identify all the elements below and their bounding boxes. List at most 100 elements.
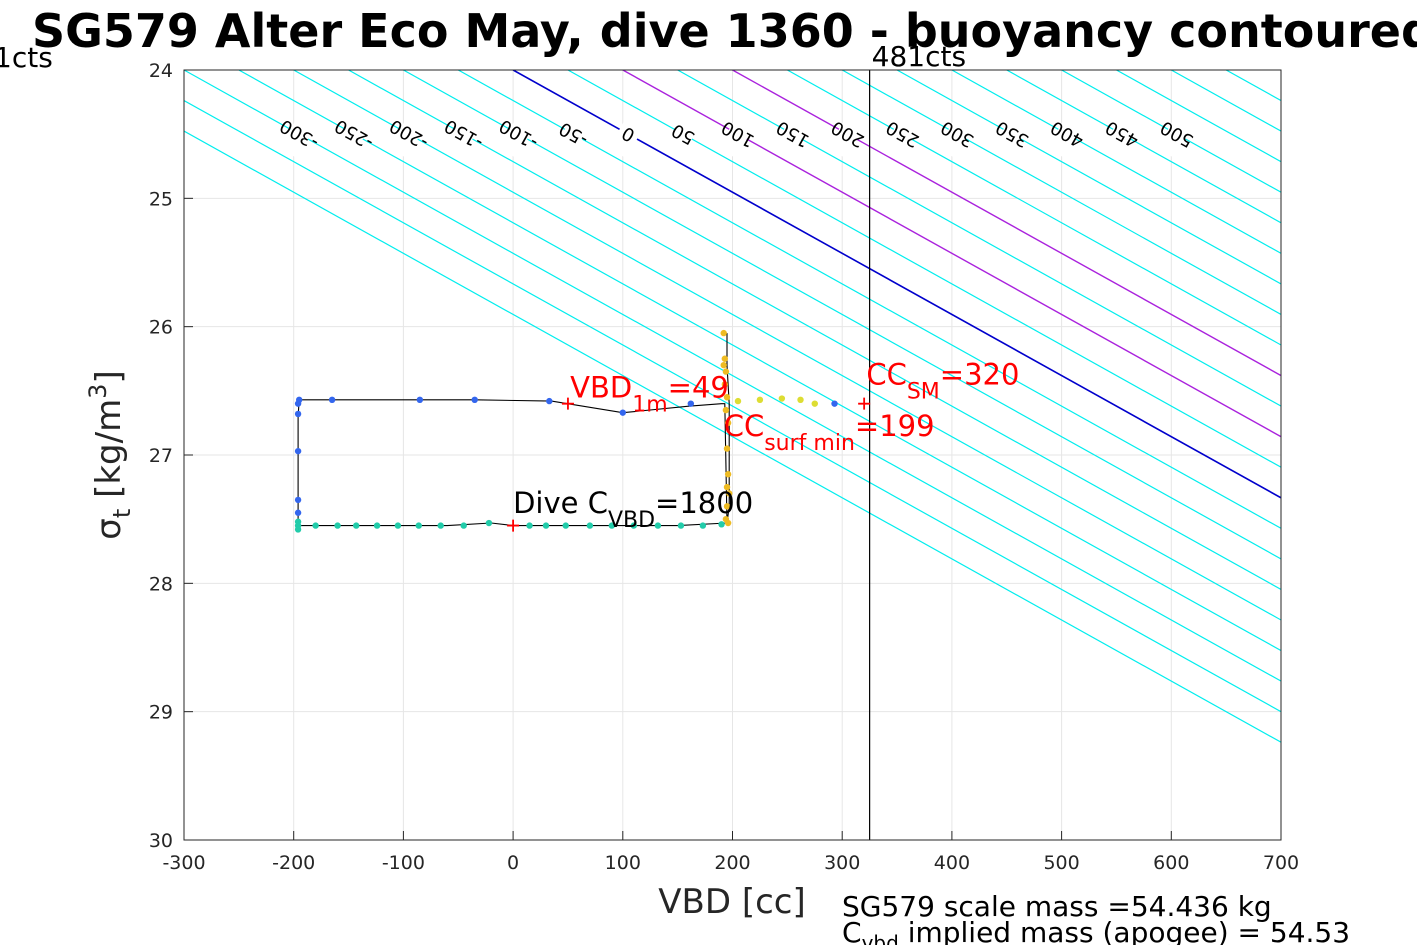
climb-points-point bbox=[562, 522, 569, 529]
surface-points-point bbox=[723, 503, 731, 510]
surface-trail-point bbox=[778, 395, 786, 402]
y-tick-label: 27 bbox=[149, 445, 173, 467]
x-tick-label: 700 bbox=[1263, 852, 1299, 874]
annotation-value: =320 bbox=[940, 357, 1020, 391]
contour-label-bg bbox=[883, 110, 922, 159]
contour-label-bg bbox=[663, 110, 703, 159]
contour-label-bg bbox=[1102, 110, 1142, 159]
x-tick-label: -200 bbox=[272, 852, 315, 874]
y-label-sub: t bbox=[108, 509, 136, 518]
dive-points-point bbox=[294, 509, 302, 516]
contour-line bbox=[348, 70, 1281, 591]
annotation-vbd1m: VBD1m=49 bbox=[570, 370, 729, 417]
dive-track-line bbox=[297, 333, 730, 527]
contour-label-bg bbox=[937, 110, 977, 159]
x-tick-label: -300 bbox=[162, 852, 205, 874]
climb-points-point bbox=[334, 522, 341, 529]
surface-trail-point bbox=[734, 397, 742, 405]
x-tick-label: 300 bbox=[824, 852, 860, 874]
contour-line bbox=[293, 70, 1281, 621]
dive-points-point bbox=[619, 409, 626, 416]
left-cts-label: 1cts bbox=[0, 41, 53, 74]
climb-points-point bbox=[460, 522, 467, 529]
climb-points-point bbox=[353, 522, 360, 529]
dive-points-point bbox=[471, 396, 478, 404]
x-tick-label: 0 bbox=[507, 852, 519, 874]
surface-points-point bbox=[723, 394, 731, 401]
contour-line bbox=[1336, 70, 1417, 840]
y-label-sup: 3 bbox=[84, 384, 112, 399]
x-axis-label: VBD [cc] bbox=[658, 882, 806, 922]
annotation-value: =1800 bbox=[655, 486, 753, 520]
annotation-cc_surf: CCsurf min=199 bbox=[724, 409, 935, 456]
climb-points-point bbox=[485, 519, 493, 527]
contour-label-bg bbox=[773, 110, 813, 159]
surface-points-point bbox=[723, 483, 731, 491]
climb-points-point bbox=[437, 522, 444, 529]
surface-points-point bbox=[726, 490, 733, 497]
surface-points-point bbox=[721, 381, 729, 388]
surface-trail-point bbox=[756, 396, 764, 404]
contour-label-bg bbox=[499, 110, 539, 159]
marker-cross bbox=[507, 519, 520, 532]
y-axis-label: σt [kg/m3] bbox=[84, 370, 136, 539]
contour-label-bg bbox=[608, 110, 648, 159]
surface-points-point bbox=[723, 445, 731, 452]
chart-title: SG579 Alter Eco May, dive 1360 - buoyanc… bbox=[32, 4, 1417, 58]
annotation-sub: SM bbox=[907, 379, 940, 404]
climb-points-point bbox=[415, 522, 422, 529]
surface-points-point bbox=[722, 368, 730, 375]
contour-line bbox=[787, 70, 1281, 346]
marker-cross bbox=[858, 397, 871, 410]
contour-label-bg bbox=[444, 110, 484, 159]
climb-points-point bbox=[608, 522, 616, 529]
climb-points-point bbox=[586, 522, 594, 529]
surface-points-point bbox=[724, 471, 732, 478]
dive-points-point bbox=[546, 397, 553, 405]
surface-trail-point bbox=[811, 400, 818, 407]
dive-points-point bbox=[328, 396, 336, 404]
annotation-value: =49 bbox=[668, 370, 729, 404]
x-tick-label: 600 bbox=[1153, 852, 1189, 874]
surface-points-point bbox=[724, 419, 732, 427]
y-tick-label: 24 bbox=[149, 60, 173, 82]
marker-cross bbox=[561, 397, 574, 410]
implied-mass-rest: implied mass (apogee) = 54.53 bbox=[899, 916, 1350, 945]
contour-label-bg bbox=[389, 110, 429, 159]
contour-line bbox=[567, 70, 1281, 468]
annotation-main: CC bbox=[866, 357, 907, 391]
implied-mass-c: C bbox=[842, 916, 862, 945]
surface-points-point bbox=[721, 355, 729, 362]
contour-line bbox=[512, 70, 1281, 499]
contour-line bbox=[457, 70, 1281, 530]
climb-points-point bbox=[630, 522, 637, 529]
data-series bbox=[294, 70, 871, 840]
annotation-main: VBD bbox=[570, 370, 632, 404]
x-tick-label: 100 bbox=[605, 852, 641, 874]
dive-points-point bbox=[294, 447, 302, 455]
climb-points-point bbox=[654, 522, 662, 529]
annotation-sub: surf min bbox=[764, 431, 855, 456]
annotation-main: Dive C bbox=[513, 486, 608, 520]
dive-points-point bbox=[294, 400, 302, 407]
contour-label-bg bbox=[1157, 110, 1197, 159]
surface-points-point bbox=[720, 329, 727, 337]
climb-points-point bbox=[542, 522, 550, 529]
contour-line bbox=[841, 70, 1281, 316]
contour-line bbox=[677, 70, 1281, 407]
dive-points-point bbox=[416, 396, 424, 404]
y-tick-label: 30 bbox=[149, 830, 173, 852]
implied-mass-sub: vbd bbox=[862, 931, 899, 945]
climb-points-point bbox=[699, 522, 707, 529]
climb-points-point bbox=[312, 522, 319, 529]
climb-points-point bbox=[526, 522, 533, 529]
surface-points-point bbox=[724, 519, 732, 527]
contour-line bbox=[184, 130, 1281, 743]
axis-ticks: -300 -200 -100 0 100 200 300 400 500 600 700 24 25 26… bbox=[149, 60, 1299, 874]
contour-line bbox=[1280, 70, 1281, 71]
contour-line bbox=[732, 70, 1281, 377]
y-label-sigma: σ bbox=[89, 518, 129, 540]
contour-line bbox=[622, 70, 1281, 438]
